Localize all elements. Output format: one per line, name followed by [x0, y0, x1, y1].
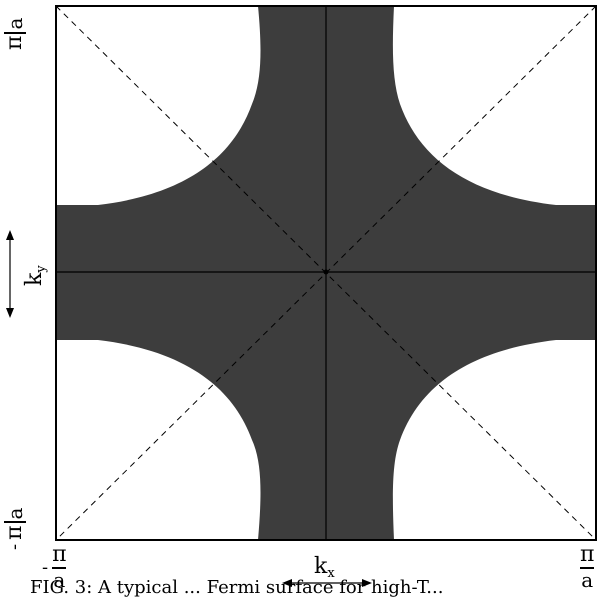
a-symbol: a [53, 568, 66, 592]
label-neg-pi-over-a-left: - π a [2, 470, 32, 551]
label-pi-over-a-right: π a [580, 542, 595, 592]
minus-sign: - [4, 543, 25, 550]
kx-label: kx [314, 554, 335, 582]
a-symbol: a [2, 507, 27, 520]
pi-symbol: π [2, 525, 27, 540]
label-neg-pi-over-a-bottom: - π a [42, 542, 67, 592]
pi-symbol: π [580, 542, 595, 567]
ky-label: ky [22, 265, 50, 286]
figure-caption: FIG. 3: A typical ... Fermi surface for … [30, 577, 444, 597]
label-pi-over-a-top: π a [2, 0, 30, 50]
a-symbol: a [581, 568, 594, 592]
minus-sign: - [42, 556, 49, 578]
a-symbol: a [3, 17, 27, 30]
pi-symbol: π [52, 542, 67, 567]
ky-arrow [6, 230, 14, 318]
center-point [323, 269, 329, 275]
pi-symbol: π [2, 35, 27, 50]
kx-arrow [282, 579, 372, 587]
